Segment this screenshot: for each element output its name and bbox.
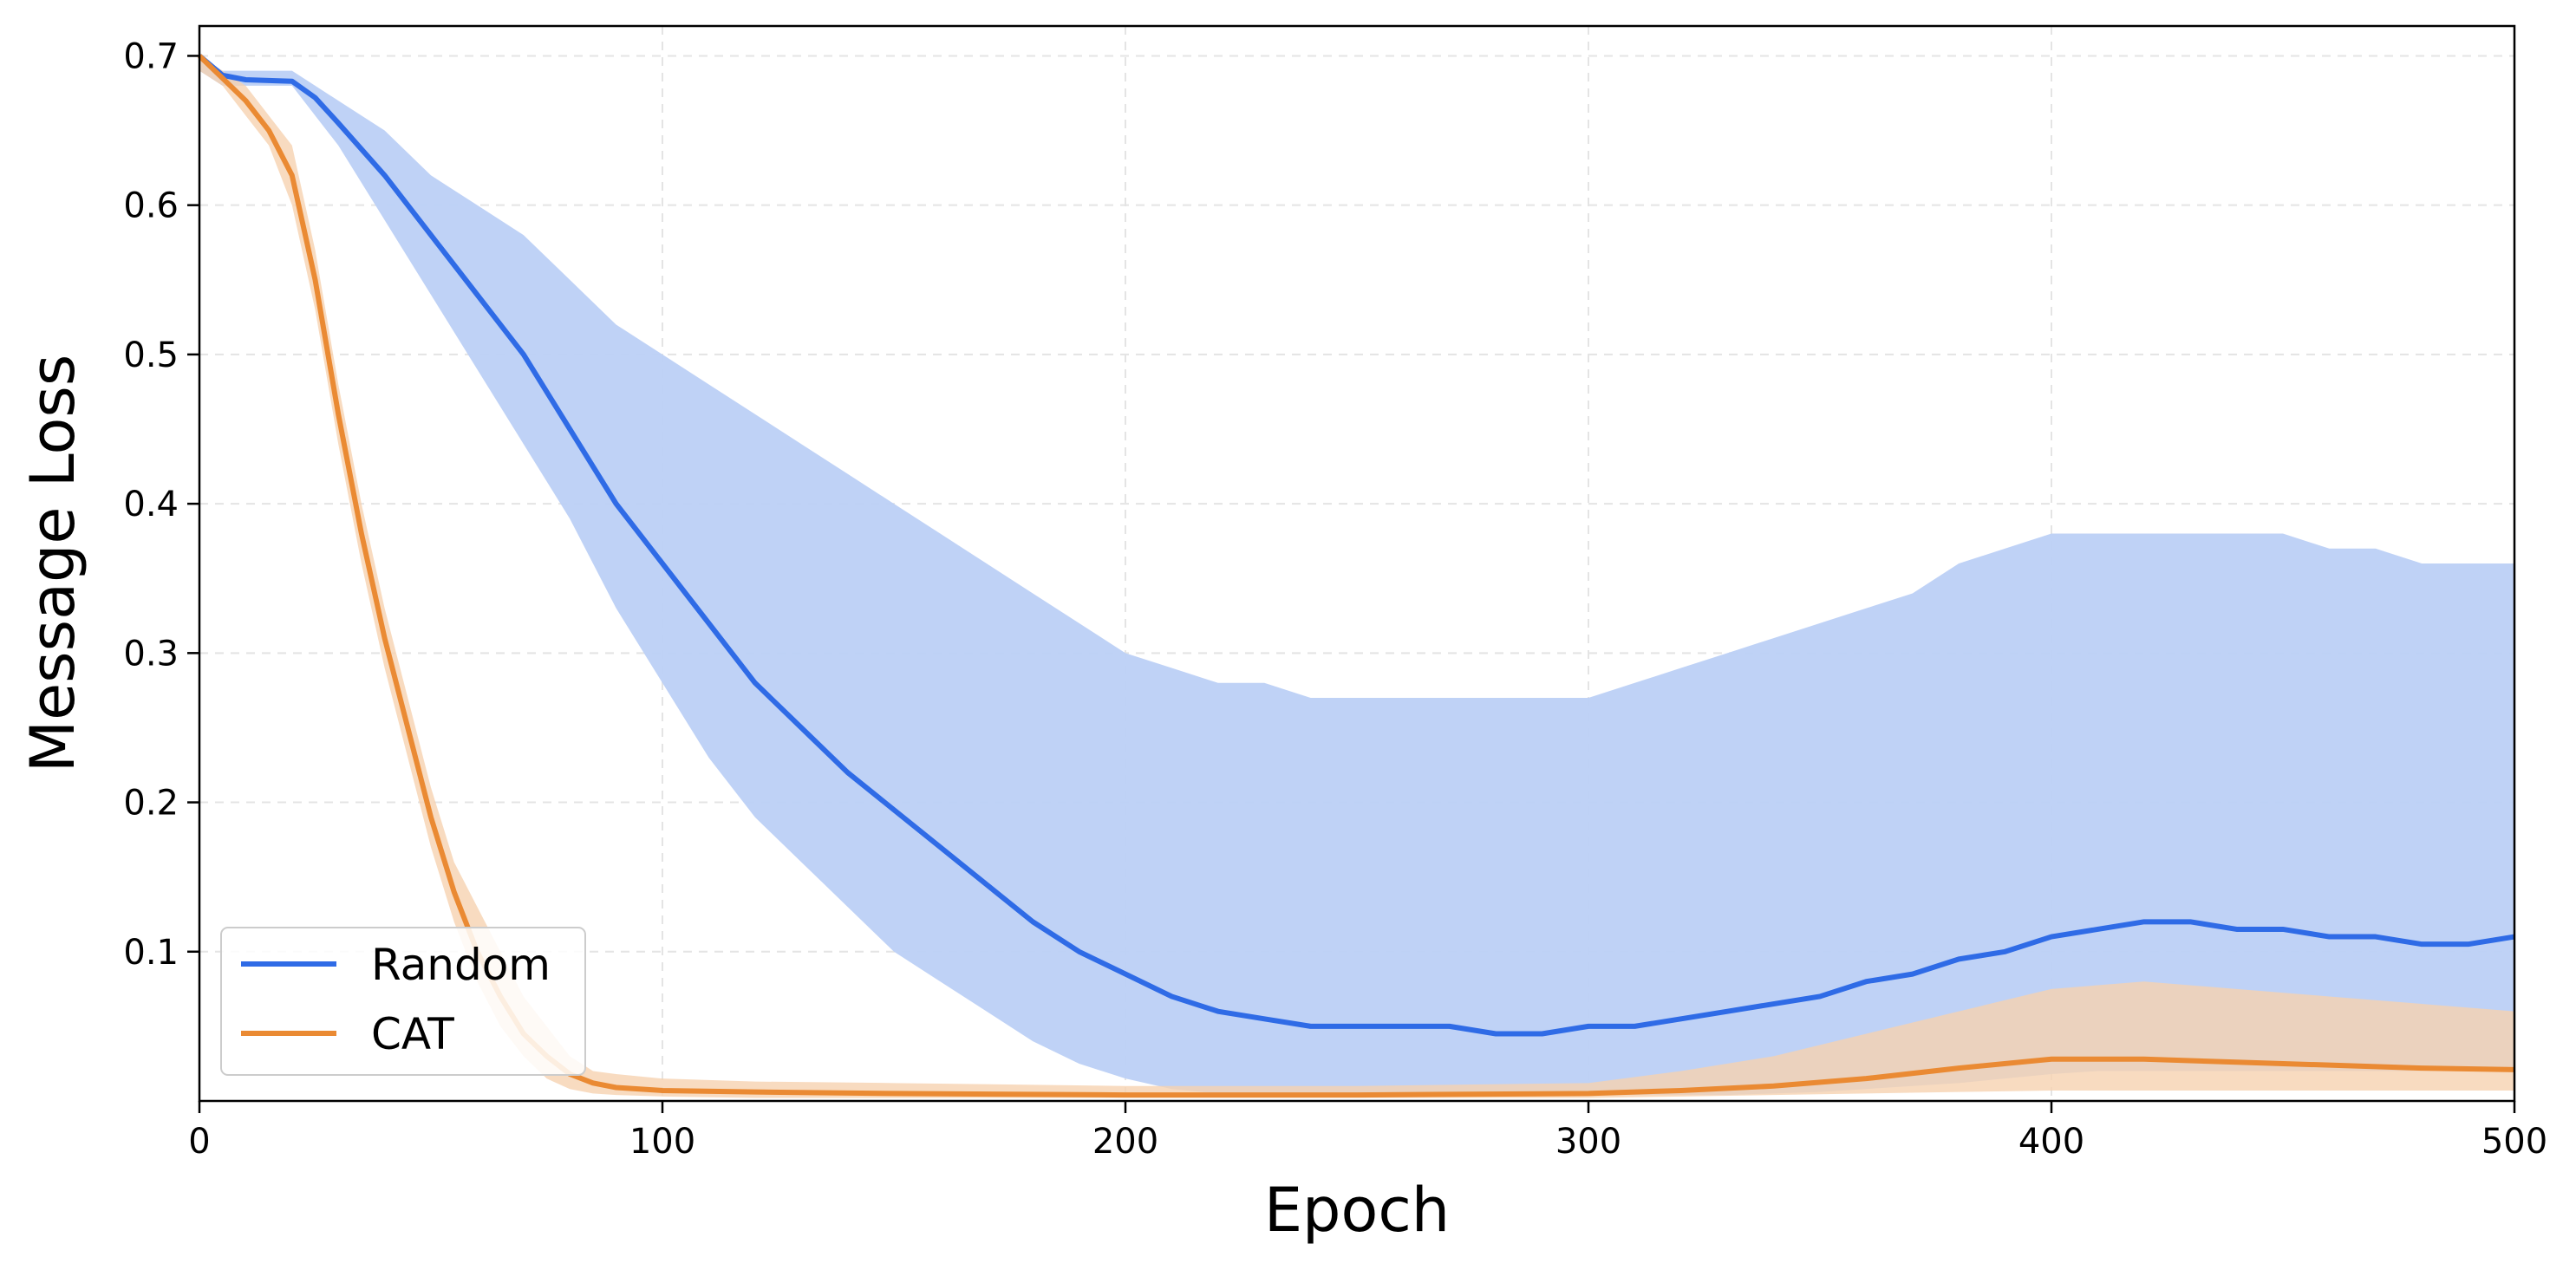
y-tick-label: 0.3 [123, 634, 179, 674]
y-axis-ticks: 0.1 0.2 0.3 0.4 0.5 0.6 0.7 [123, 36, 199, 973]
band-cat [199, 55, 2514, 1098]
x-tick-label: 400 [2018, 1122, 2084, 1162]
variance-bands [199, 55, 2514, 1098]
plot-frame [198, 24, 2516, 1103]
x-tick-label: 100 [629, 1122, 695, 1162]
x-tick-label: 500 [2481, 1122, 2547, 1162]
band-random [199, 55, 2514, 1096]
y-tick-label: 0.2 [123, 784, 179, 824]
series-lines [197, 54, 2515, 1098]
x-axis-ticks: 0 100 200 300 400 500 [188, 1101, 2547, 1162]
x-axis-label: Epoch [1264, 1175, 1450, 1246]
legend-label-random: Random [371, 940, 551, 990]
y-axis-label: Message Loss [17, 355, 88, 773]
y-tick-label: 0.7 [123, 36, 179, 76]
y-tick-label: 0.5 [123, 335, 179, 375]
legend-label-cat: CAT [371, 1009, 454, 1059]
x-tick-label: 300 [1555, 1122, 1621, 1162]
x-tick-label: 200 [1092, 1122, 1158, 1162]
y-tick-label: 0.1 [123, 933, 179, 973]
y-tick-label: 0.6 [123, 186, 179, 226]
y-tick-label: 0.4 [123, 485, 179, 524]
legend: Random CAT [220, 927, 586, 1076]
x-tick-label: 0 [188, 1122, 210, 1162]
